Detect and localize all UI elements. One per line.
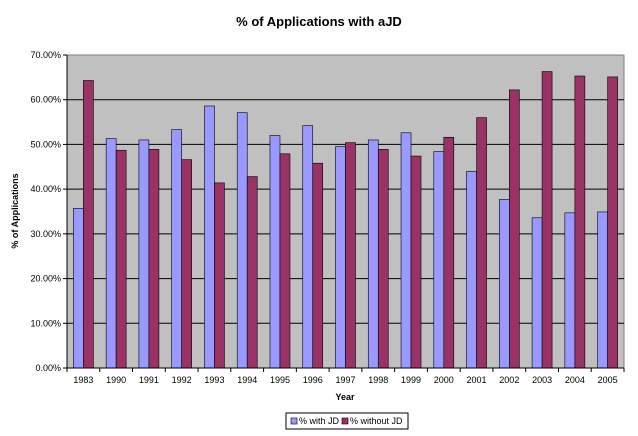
y-tick-label: 60.00% [30, 95, 61, 105]
legend-swatch-with-jd [290, 417, 298, 425]
bar-1996-with-jd [302, 125, 314, 369]
bar-1983-with-jd [73, 208, 84, 369]
legend-label-without-jd: % without JD [350, 416, 403, 426]
x-tick-label: 1983 [73, 375, 93, 385]
y-tick-label: 70.00% [30, 50, 61, 60]
bar-2002-without-jd [509, 89, 520, 369]
x-tick-label: 2004 [565, 375, 585, 385]
chart-title: % of Applications with aJD [236, 14, 402, 29]
bar-1983-without-jd [83, 80, 94, 369]
bar-1997-without-jd [345, 142, 356, 369]
x-tick-label: 1998 [368, 375, 388, 385]
bar-2003-without-jd [541, 71, 553, 369]
x-tick-label: 1997 [335, 375, 355, 385]
x-tick-label: 1995 [270, 375, 290, 385]
y-tick-label: 10.00% [30, 318, 61, 328]
y-tick-label: 20.00% [30, 274, 61, 284]
bar-2004-without-jd [574, 75, 586, 369]
x-tick-label: 1993 [204, 375, 224, 385]
x-axis-title: Year [335, 392, 355, 402]
bar-1991-without-jd [148, 149, 160, 369]
bar-2002-with-jd [499, 199, 510, 369]
x-tick-label: 2005 [598, 375, 618, 385]
bar-1997-with-jd [335, 146, 346, 369]
x-tick-label: 2002 [499, 375, 519, 385]
bar-1999-without-jd [410, 155, 422, 369]
legend-label-with-jd: % with JD [299, 416, 340, 426]
y-tick-label: 40.00% [30, 184, 61, 194]
bar-1999-with-jd [400, 132, 412, 369]
bar-1990-with-jd [105, 138, 117, 369]
bar-1993-with-jd [204, 105, 215, 369]
x-tick-label: 2001 [467, 375, 487, 385]
x-tick-label: 1996 [303, 375, 323, 385]
bar-1993-without-jd [214, 182, 225, 369]
bar-1994-without-jd [246, 176, 258, 369]
x-tick-label: 1992 [172, 375, 192, 385]
bar-1998-without-jd [377, 149, 389, 369]
bars [73, 71, 618, 369]
legend: % with JD % without JD [285, 412, 409, 430]
bar-1991-with-jd [138, 139, 150, 369]
bar-1992-without-jd [181, 159, 192, 369]
bar-2001-with-jd [466, 170, 477, 369]
bar-1998-with-jd [367, 139, 379, 369]
bar-2001-without-jd [476, 117, 487, 369]
y-tick-label: 50.00% [30, 139, 61, 149]
bar-1995-with-jd [269, 135, 281, 369]
x-tick-label: 2000 [434, 375, 454, 385]
bar-2005-without-jd [607, 76, 618, 369]
y-axis: 0.00% 10.00% 20.00% 30.00% 40.00% 50.00% 60.00… [30, 50, 68, 373]
x-tick-label: 1994 [237, 375, 257, 385]
bar-1995-without-jd [279, 153, 291, 369]
bar-1994-with-jd [236, 112, 248, 369]
x-axis: 1983 1990 1991 1992 1993 1994 1995 1996 1997 1998… [66, 367, 625, 385]
x-tick-label: 1999 [401, 375, 421, 385]
x-tick-label: 1990 [106, 375, 126, 385]
bar-2004-with-jd [564, 212, 576, 369]
bar-2000-without-jd [443, 136, 455, 369]
bar-1996-without-jd [312, 162, 324, 369]
legend-swatch-without-jd [341, 417, 349, 425]
bar-1990-without-jd [115, 149, 127, 369]
bar-1992-with-jd [171, 129, 182, 369]
bar-2000-with-jd [433, 151, 445, 369]
bar-2003-with-jd [531, 217, 543, 369]
x-tick-label: 1991 [139, 375, 159, 385]
x-tick-label: 2003 [532, 375, 552, 385]
y-tick-label: 30.00% [30, 229, 61, 239]
bar-2005-with-jd [597, 211, 608, 369]
y-axis-title: % of Applications [10, 173, 20, 248]
y-tick-label: 0.00% [35, 363, 61, 373]
